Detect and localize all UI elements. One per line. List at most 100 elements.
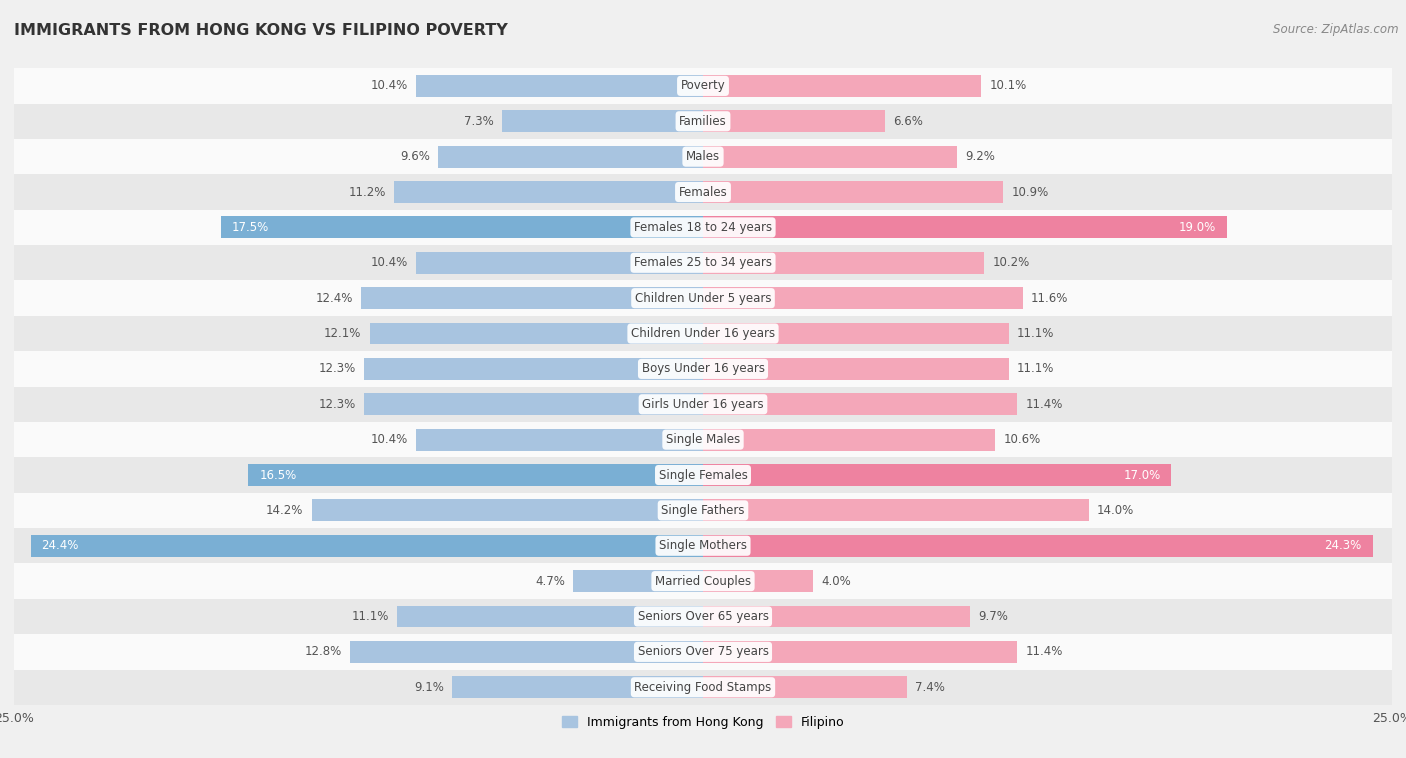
Text: 10.4%: 10.4% [371,433,408,446]
Text: Receiving Food Stamps: Receiving Food Stamps [634,681,772,694]
Bar [703,500,1088,522]
Bar [703,358,1010,380]
Text: Boys Under 16 years: Boys Under 16 years [641,362,765,375]
Text: 6.6%: 6.6% [893,114,922,128]
Bar [14,68,1392,104]
Bar [14,174,1392,210]
Text: 9.6%: 9.6% [401,150,430,163]
Bar [14,457,1392,493]
Text: 7.4%: 7.4% [915,681,945,694]
Bar [703,181,1004,203]
Bar [703,323,1010,344]
Bar [416,252,703,274]
Bar [439,146,703,168]
Bar [416,429,703,450]
Bar [312,500,703,522]
Text: 4.0%: 4.0% [821,575,851,587]
Text: Females 18 to 24 years: Females 18 to 24 years [634,221,772,234]
Text: Single Females: Single Females [658,468,748,481]
Text: 11.1%: 11.1% [1017,327,1054,340]
Text: Married Couples: Married Couples [655,575,751,587]
Text: 10.4%: 10.4% [371,80,408,92]
Bar [14,563,1392,599]
Bar [364,393,703,415]
Bar [502,111,703,132]
Text: 11.1%: 11.1% [1017,362,1054,375]
Text: Single Mothers: Single Mothers [659,539,747,553]
Text: 12.4%: 12.4% [315,292,353,305]
Bar [14,493,1392,528]
Text: Source: ZipAtlas.com: Source: ZipAtlas.com [1274,23,1399,36]
Text: IMMIGRANTS FROM HONG KONG VS FILIPINO POVERTY: IMMIGRANTS FROM HONG KONG VS FILIPINO PO… [14,23,508,38]
Text: 24.3%: 24.3% [1324,539,1361,553]
Bar [416,75,703,97]
Text: 12.8%: 12.8% [305,645,342,659]
Bar [703,393,1017,415]
Bar [14,210,1392,245]
Bar [14,387,1392,422]
Bar [14,528,1392,563]
Bar [703,606,970,628]
Legend: Immigrants from Hong Kong, Filipino: Immigrants from Hong Kong, Filipino [557,711,849,734]
Bar [370,323,703,344]
Text: Seniors Over 65 years: Seniors Over 65 years [637,610,769,623]
Text: 19.0%: 19.0% [1178,221,1216,234]
Bar [703,75,981,97]
Bar [574,570,703,592]
Bar [350,641,703,662]
Bar [14,422,1392,457]
Bar [14,104,1392,139]
Text: Single Males: Single Males [666,433,740,446]
Text: 11.1%: 11.1% [352,610,389,623]
Text: 10.2%: 10.2% [993,256,1029,269]
Bar [31,535,703,556]
Text: 12.3%: 12.3% [319,362,356,375]
Bar [453,676,703,698]
Bar [703,111,884,132]
Bar [361,287,703,309]
Bar [703,535,1372,556]
Bar [14,139,1392,174]
Text: 14.2%: 14.2% [266,504,304,517]
Text: Girls Under 16 years: Girls Under 16 years [643,398,763,411]
Text: 7.3%: 7.3% [464,114,494,128]
Text: 17.0%: 17.0% [1123,468,1160,481]
Bar [703,146,956,168]
Bar [14,599,1392,634]
Bar [703,252,984,274]
Text: 11.4%: 11.4% [1025,398,1063,411]
Text: 11.4%: 11.4% [1025,645,1063,659]
Text: Females 25 to 34 years: Females 25 to 34 years [634,256,772,269]
Bar [703,570,813,592]
Bar [396,606,703,628]
Text: 12.1%: 12.1% [323,327,361,340]
Text: 10.9%: 10.9% [1012,186,1049,199]
Text: 17.5%: 17.5% [232,221,269,234]
Text: 10.4%: 10.4% [371,256,408,269]
Text: Children Under 5 years: Children Under 5 years [634,292,772,305]
Bar [14,351,1392,387]
Text: Children Under 16 years: Children Under 16 years [631,327,775,340]
Text: Males: Males [686,150,720,163]
Text: 11.2%: 11.2% [349,186,387,199]
Text: 9.7%: 9.7% [979,610,1008,623]
Text: 11.6%: 11.6% [1031,292,1069,305]
Bar [703,217,1226,238]
Bar [703,287,1022,309]
Text: Families: Families [679,114,727,128]
Bar [703,641,1017,662]
Bar [703,464,1171,486]
Text: 10.1%: 10.1% [990,80,1026,92]
Text: Females: Females [679,186,727,199]
Text: 10.6%: 10.6% [1004,433,1040,446]
Text: 14.0%: 14.0% [1097,504,1135,517]
Bar [14,669,1392,705]
Bar [14,280,1392,316]
Bar [249,464,703,486]
Text: 9.1%: 9.1% [415,681,444,694]
Bar [221,217,703,238]
Text: 12.3%: 12.3% [319,398,356,411]
Text: Seniors Over 75 years: Seniors Over 75 years [637,645,769,659]
Text: 4.7%: 4.7% [536,575,565,587]
Bar [394,181,703,203]
